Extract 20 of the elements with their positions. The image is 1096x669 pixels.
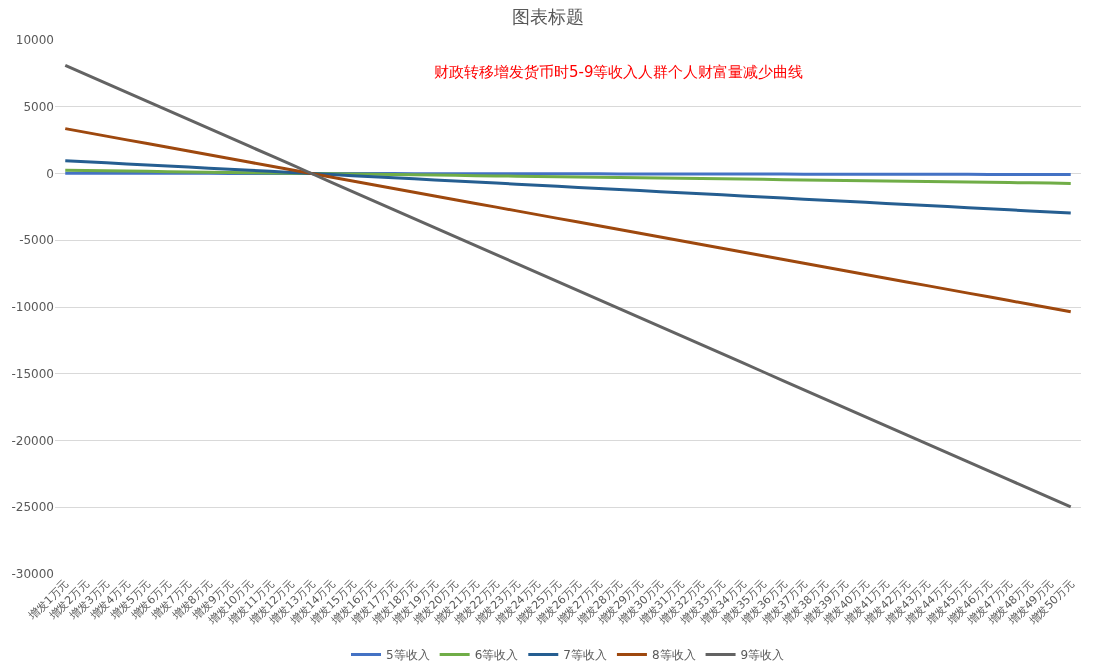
y-tick-label: -30000	[11, 567, 54, 582]
y-tick-label: -15000	[11, 366, 54, 381]
y-tick-label: -20000	[11, 433, 54, 448]
legend-label: 7等收入	[563, 648, 607, 663]
legend-label: 8等收入	[651, 648, 696, 663]
y-tick-label: 10000	[15, 33, 54, 48]
y-tick-label: 0	[46, 166, 54, 181]
chart-title: 图表标题	[512, 5, 584, 27]
line-series	[63, 168, 1073, 185]
legend-label: 5等收入	[386, 648, 430, 663]
line-series	[63, 159, 1073, 215]
y-tick-label: -25000	[11, 500, 54, 515]
y-tick-label: -10000	[11, 300, 54, 315]
annotation: 财政转移增发货币时5-9等收入人群个人财富量减少曲线	[434, 63, 804, 81]
y-tick-label: 5000	[23, 99, 54, 114]
legend-label: 6等收入	[474, 648, 519, 663]
line-series	[63, 63, 1073, 509]
legend-label: 9等收入	[740, 648, 785, 663]
line-series	[63, 127, 1073, 314]
y-tick-label: -5000	[19, 233, 54, 248]
